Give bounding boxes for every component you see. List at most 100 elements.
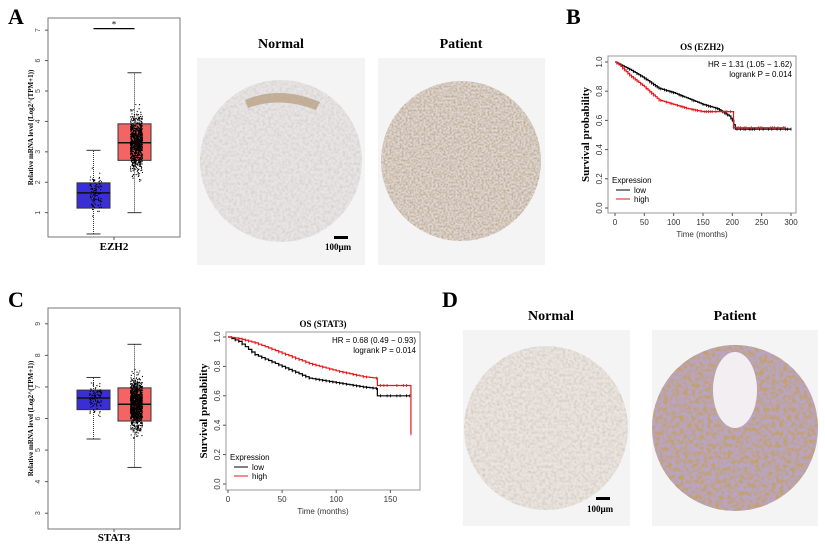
data-point (132, 388, 134, 390)
data-point (130, 408, 132, 410)
legend-label-high: high (252, 472, 267, 481)
data-point (135, 398, 137, 400)
data-point (138, 116, 140, 118)
legend-title: Expression (230, 453, 270, 462)
data-point (130, 119, 132, 121)
data-point (133, 126, 135, 128)
legend-title: Expression (612, 176, 652, 185)
data-point (95, 189, 97, 191)
data-point (140, 383, 143, 385)
data-point (136, 424, 138, 426)
data-point (137, 402, 139, 404)
data-point (132, 377, 135, 380)
data-point (98, 414, 100, 416)
data-point (93, 398, 95, 400)
data-point (91, 204, 94, 206)
data-point (91, 397, 93, 400)
data-point (136, 411, 138, 413)
data-point (134, 134, 136, 137)
data-point (141, 139, 143, 142)
data-point (141, 411, 143, 413)
data-point (99, 394, 101, 397)
data-point (134, 160, 136, 163)
data-point (140, 163, 142, 165)
data-point (135, 152, 137, 154)
data-point (91, 396, 93, 398)
data-point (131, 129, 133, 131)
panel-label-b: B (566, 4, 581, 29)
data-point (137, 158, 139, 160)
data-point (132, 125, 134, 127)
data-point (94, 179, 96, 181)
data-point (136, 396, 138, 398)
data-point (136, 390, 138, 392)
data-point (135, 139, 137, 142)
data-point (97, 402, 99, 404)
data-point (98, 394, 100, 396)
x-axis-label: Time (months) (676, 230, 728, 239)
y-tick-label: 5 (35, 448, 42, 452)
panel-label-d: D (442, 287, 458, 312)
data-point (95, 188, 97, 190)
data-point (139, 178, 141, 181)
data-point (135, 427, 137, 429)
data-point (93, 199, 95, 202)
y-tick-label: 3 (35, 511, 42, 515)
data-point (138, 413, 140, 415)
data-point (135, 408, 137, 410)
data-point (139, 128, 141, 130)
data-point (132, 162, 134, 164)
data-point (139, 370, 141, 372)
data-point (93, 392, 95, 395)
data-point (130, 169, 132, 171)
data-point (137, 404, 139, 406)
data-point (89, 393, 91, 395)
data-point (138, 146, 140, 148)
data-point (136, 168, 138, 170)
data-point (134, 403, 136, 405)
data-point (136, 170, 138, 172)
data-point (137, 173, 139, 175)
data-point (99, 172, 101, 174)
data-point (138, 138, 141, 140)
y-tick-label: 0.4 (595, 143, 604, 155)
data-point (98, 181, 100, 183)
data-point (91, 167, 93, 169)
data-point (133, 135, 135, 138)
y-tick-label: 0.6 (595, 114, 604, 126)
data-point (134, 144, 136, 147)
data-point (131, 155, 133, 157)
data-point (130, 425, 132, 427)
data-point (132, 372, 134, 375)
data-point (131, 406, 133, 408)
d-patient-tissue-image (652, 330, 818, 526)
d-normal-title: Normal (528, 309, 574, 324)
data-point (140, 407, 142, 409)
data-point (130, 399, 132, 402)
data-point (94, 400, 97, 402)
y-tick-label: 0.4 (213, 419, 222, 431)
data-point (136, 389, 138, 391)
data-point (131, 123, 133, 126)
legend-label-high: high (634, 195, 649, 204)
data-point (131, 152, 133, 155)
data-point (138, 143, 141, 146)
data-point (90, 188, 92, 190)
data-point (138, 118, 140, 120)
data-point (98, 193, 100, 195)
x-axis-label: EZH2 (100, 241, 129, 253)
data-point (95, 404, 98, 406)
data-point (136, 404, 138, 406)
data-point (131, 144, 134, 146)
data-point (141, 395, 143, 397)
data-point (96, 401, 98, 403)
data-point (131, 417, 133, 419)
data-point (134, 389, 136, 391)
chart-title: OS (STAT3) (300, 319, 347, 329)
data-point (141, 125, 143, 127)
data-point (95, 190, 97, 192)
data-point (137, 406, 139, 408)
data-point (138, 420, 140, 422)
data-point (137, 432, 139, 434)
data-point (136, 395, 138, 397)
